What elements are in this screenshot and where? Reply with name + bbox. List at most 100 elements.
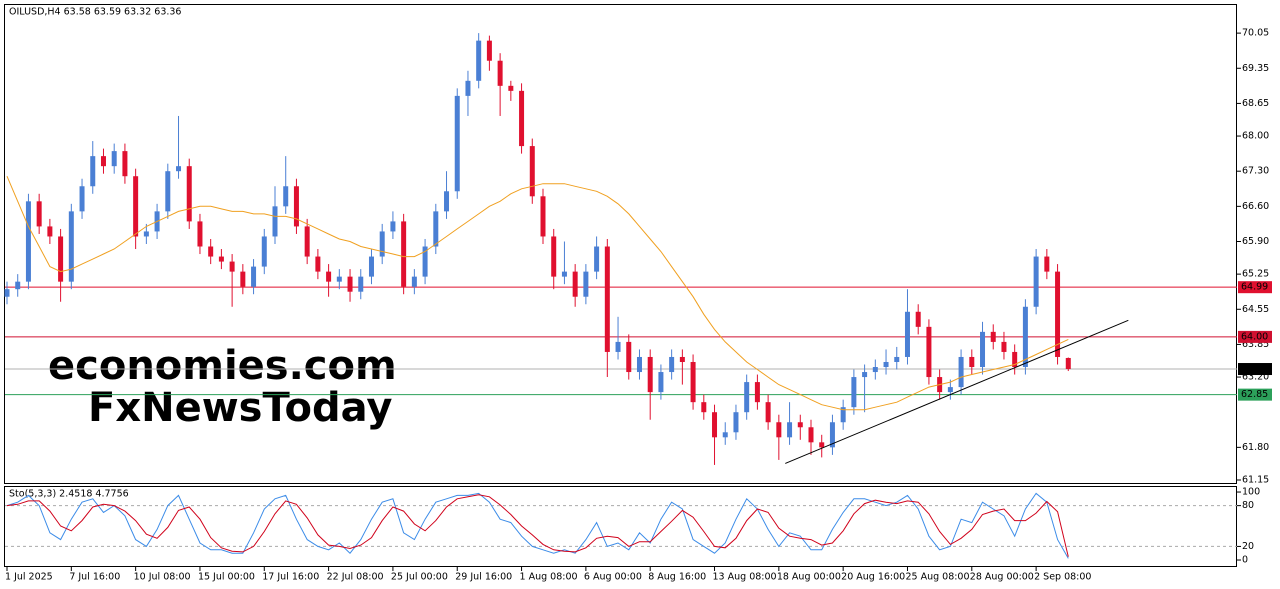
candle-body	[336, 276, 342, 282]
candle-body	[4, 289, 10, 297]
candle-body	[701, 402, 707, 413]
candle-body	[444, 191, 450, 212]
candle-body	[915, 311, 921, 327]
price-label: 62.85	[1241, 389, 1268, 400]
candle-body	[765, 402, 771, 423]
y-tick-label: 80	[1242, 500, 1254, 511]
candle-body	[111, 151, 117, 167]
candle-body	[251, 266, 257, 287]
watermark: FxNewsToday	[88, 385, 392, 431]
candle-body	[218, 256, 224, 262]
x-tick-label: 10 Jul 08:00	[134, 572, 191, 583]
candle-body	[776, 422, 782, 438]
candle-body	[304, 226, 310, 257]
candle-body	[647, 356, 653, 393]
candle-body	[25, 201, 31, 282]
candle-body	[283, 186, 289, 207]
candle-body	[122, 151, 128, 177]
candle-body	[1012, 351, 1018, 368]
price-label-box	[1238, 281, 1272, 294]
candle-body	[476, 40, 482, 81]
candle-body	[819, 442, 825, 448]
candle-body	[690, 361, 696, 403]
candle-body	[658, 372, 664, 393]
candle-body	[326, 271, 332, 282]
candle-body	[293, 186, 299, 227]
candle-body	[358, 276, 364, 292]
candle-body	[165, 171, 171, 212]
candle-body	[15, 281, 21, 290]
candle-body	[519, 90, 525, 147]
price-label-box	[1238, 330, 1272, 343]
price-label-box	[1238, 388, 1272, 401]
candle-body	[712, 412, 718, 438]
candle-body	[1022, 306, 1028, 368]
candle-body	[433, 211, 439, 247]
candle-body	[90, 156, 96, 187]
candle-body	[829, 422, 835, 448]
main-panel-frame	[4, 4, 1237, 484]
candle-body	[100, 156, 106, 167]
candle-body	[229, 261, 235, 272]
x-tick-label: 20 Aug 16:00	[841, 572, 905, 583]
y-tick-label: 20	[1242, 541, 1254, 552]
stochastic-line	[6, 494, 1069, 557]
candle-body	[722, 432, 728, 438]
candle-body	[465, 80, 471, 96]
candle-body	[604, 246, 610, 352]
candle-body	[561, 271, 567, 277]
price-label-box	[1238, 363, 1272, 376]
x-tick-label: 17 Jul 16:00	[262, 572, 319, 583]
candle-body	[572, 271, 578, 297]
candle-body	[679, 356, 685, 362]
candle-body	[58, 236, 64, 282]
y-tick-label: 65.25	[1242, 269, 1269, 280]
candle-body	[636, 356, 642, 373]
y-tick-label: 0	[1242, 555, 1248, 566]
candle-body	[669, 356, 675, 373]
x-tick-label: 1 Aug 08:00	[520, 572, 578, 583]
candle-body	[529, 146, 535, 197]
price-label: 63.36	[1241, 364, 1268, 375]
candle-body	[197, 221, 203, 247]
candle-body	[926, 326, 932, 378]
candle-body	[208, 246, 214, 257]
price-label: 64.00	[1241, 331, 1268, 342]
x-tick-label: 25 Jul 00:00	[391, 572, 448, 583]
candle-body	[1044, 256, 1050, 272]
candle-body	[1001, 341, 1007, 352]
x-tick-label: 29 Jul 16:00	[455, 572, 512, 583]
candle-body	[980, 331, 986, 368]
y-tick-label: 68.65	[1242, 98, 1269, 109]
stochastic-title: Sto(5,3,3) 2.4518 4.7756	[9, 489, 129, 500]
candle-body	[744, 382, 750, 413]
candle-body	[797, 422, 803, 428]
candle-body	[594, 246, 600, 272]
y-tick-label: 64.55	[1242, 304, 1269, 315]
y-tick-label: 70.05	[1242, 28, 1269, 39]
y-tick-label: 63.85	[1242, 339, 1269, 350]
candle-body	[733, 412, 739, 433]
candle-body	[540, 196, 546, 237]
candle-body	[626, 341, 632, 373]
candle-body	[133, 176, 139, 237]
candle-body	[883, 361, 889, 368]
candle-body	[808, 427, 814, 443]
watermark: economies.com	[48, 343, 397, 389]
candle-body	[583, 271, 589, 297]
candle-body	[368, 256, 374, 277]
x-tick-label: 2 Sep 08:00	[1034, 572, 1091, 583]
candle-body	[862, 372, 868, 378]
candle-body	[176, 166, 182, 172]
candle-body	[68, 211, 74, 282]
candle-body	[894, 356, 900, 362]
candle-body	[990, 331, 996, 342]
candle-body	[79, 186, 85, 212]
x-tick-label: 7 Jul 16:00	[69, 572, 120, 583]
y-tick-label: 68.00	[1242, 131, 1269, 142]
candle-body	[186, 166, 192, 222]
y-tick-label: 61.80	[1242, 442, 1269, 453]
candle-body	[422, 246, 428, 277]
